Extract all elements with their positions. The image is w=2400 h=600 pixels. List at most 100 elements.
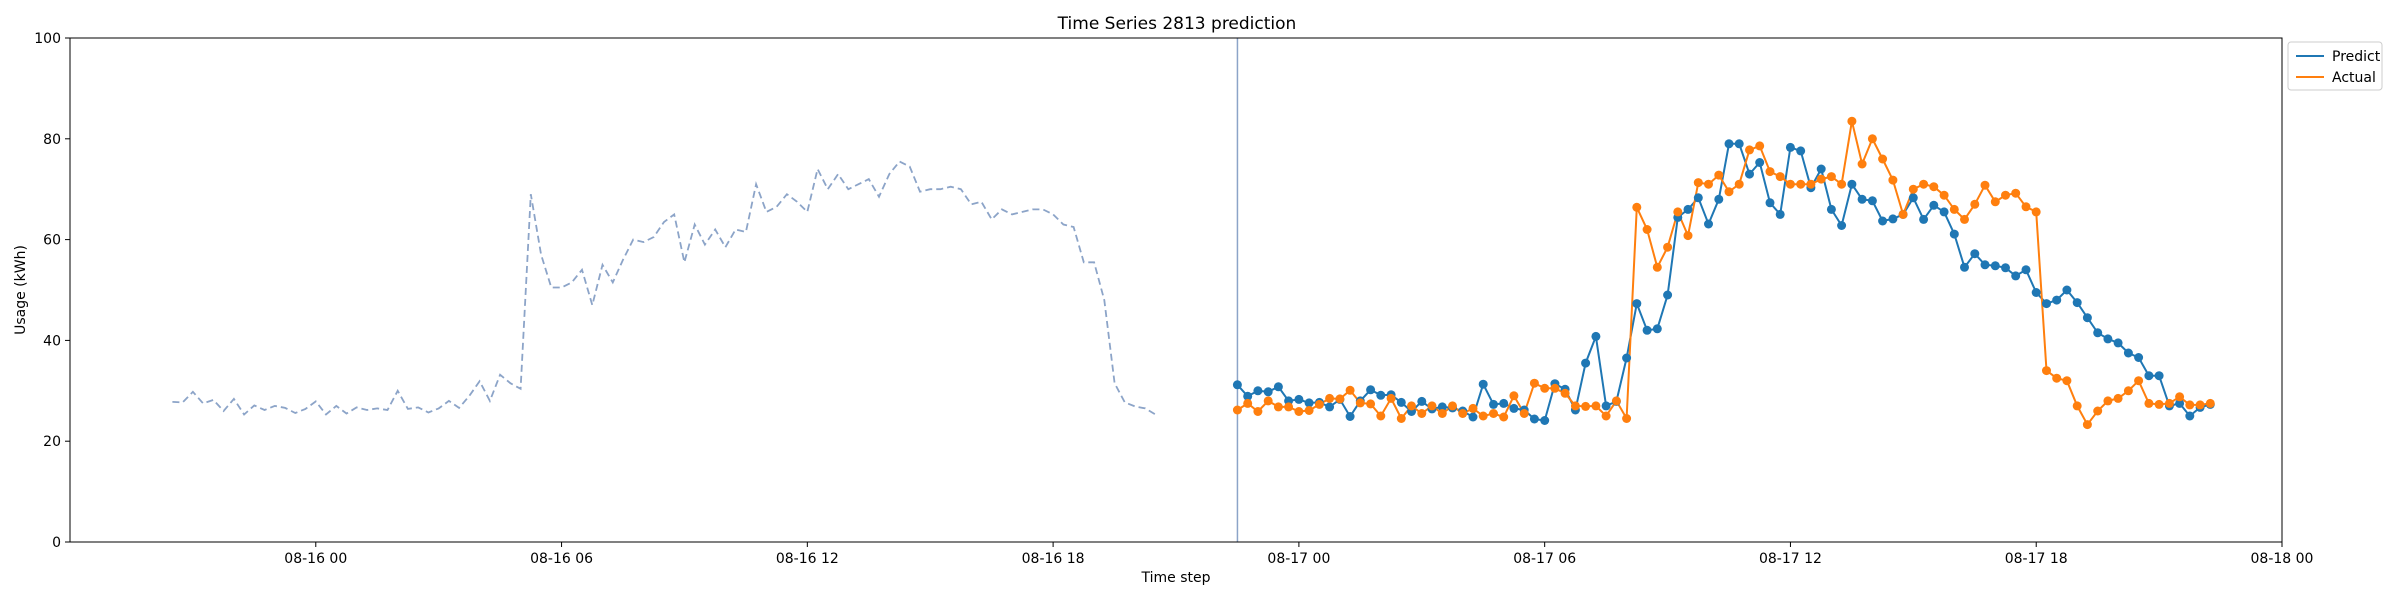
actual-point: [1704, 179, 1713, 189]
predict-point: [1509, 403, 1519, 413]
actual-point: [2021, 202, 2031, 212]
actual-point: [2195, 400, 2205, 410]
predict-point: [1878, 216, 1888, 226]
actual-point: [1581, 401, 1591, 411]
actual-point: [1898, 209, 1908, 219]
actual-point: [1796, 179, 1806, 189]
actual-point: [2072, 401, 2082, 411]
predict-point: [2082, 313, 2092, 323]
actual-point: [1284, 402, 1294, 412]
actual-point: [1489, 409, 1498, 418]
predict-point: [1888, 214, 1898, 224]
actual-point: [1857, 159, 1867, 169]
actual-point: [1826, 172, 1836, 182]
actual-point: [2205, 398, 2215, 408]
actual-point: [1745, 145, 1754, 155]
actual-point: [1632, 202, 1642, 212]
actual-point: [1990, 197, 2000, 207]
actual-point: [2001, 190, 2010, 200]
actual-point: [1693, 178, 1703, 188]
y-axis: 0 20 40 60 80 100: [34, 31, 70, 551]
predict-point: [1755, 158, 1765, 167]
predict-point: [2052, 295, 2062, 305]
legend-label-actual: Actual: [2332, 70, 2376, 86]
predict-point: [1499, 398, 1509, 408]
actual-point: [1335, 394, 1345, 404]
actual-point: [1714, 170, 1724, 180]
predict-point: [2123, 348, 2133, 358]
actual-point: [1642, 225, 1652, 234]
predict-point: [1734, 139, 1744, 149]
predict-point: [2093, 328, 2103, 338]
actual-point: [1622, 414, 1632, 423]
actual-point: [1724, 187, 1734, 197]
predict-point: [1704, 219, 1713, 229]
actual-point: [1376, 411, 1386, 421]
predict-point: [1796, 146, 1806, 156]
legend: Predict Actual: [2287, 41, 2383, 91]
predict-point: [1816, 164, 1826, 174]
predict-point: [1304, 398, 1314, 408]
predict-point: [1837, 221, 1847, 230]
y-tick-label: 60: [43, 233, 61, 249]
actual-point: [2031, 207, 2041, 217]
history-line: [172, 160, 1156, 416]
x-tick-label: 08-16 00: [284, 551, 347, 567]
actual-point: [1591, 401, 1601, 411]
actual-point: [1550, 383, 1560, 393]
predict-point: [1652, 324, 1662, 334]
actual-point: [2123, 386, 2133, 396]
predict-point: [1437, 402, 1447, 412]
actual-point: [1314, 399, 1324, 409]
actual-point: [1427, 401, 1437, 411]
predict-point: [2144, 371, 2154, 381]
actual-point: [1806, 179, 1816, 189]
predict-point: [2021, 265, 2031, 275]
predict-point: [2134, 353, 2144, 362]
predict-point: [1663, 290, 1673, 300]
predict-point: [1273, 382, 1283, 392]
x-tick-label: 08-17 12: [1759, 551, 1822, 567]
predict-point: [2185, 411, 2195, 421]
predict-point: [1857, 194, 1867, 204]
x-tick-label: 08-17 06: [1513, 551, 1576, 567]
actual-point: [1970, 199, 1980, 209]
actual-point: [1458, 409, 1468, 418]
x-tick-label: 08-17 18: [2005, 551, 2068, 567]
predict-point: [1939, 207, 1949, 217]
predict-point: [1970, 249, 1980, 259]
predict-point: [1826, 204, 1836, 214]
predict-point: [2154, 371, 2164, 381]
predict-point: [1591, 331, 1601, 341]
predict-point: [2103, 334, 2113, 344]
y-axis-label: Usage (kWh): [13, 245, 29, 335]
actual-point: [1888, 175, 1898, 185]
actual-point: [1509, 391, 1519, 401]
predict-point: [1745, 169, 1754, 179]
actual-point: [1437, 409, 1447, 418]
actual-point: [2062, 376, 2072, 386]
predict-point: [1263, 387, 1273, 397]
actual-point: [1663, 242, 1673, 252]
actual-point: [1325, 393, 1335, 403]
predict-point: [2011, 271, 2021, 281]
actual-point: [1273, 402, 1283, 412]
predict-point: [1366, 385, 1376, 395]
actual-point: [1878, 154, 1888, 164]
predict-point: [1867, 196, 1877, 206]
actual-point: [1755, 141, 1765, 151]
predict-point: [1765, 198, 1775, 208]
y-tick-label: 100: [34, 31, 61, 47]
actual-point: [2185, 400, 2195, 410]
actual-point: [1396, 414, 1406, 423]
predict-point: [1847, 179, 1857, 189]
predict-point: [1724, 139, 1734, 149]
actual-point: [1294, 407, 1304, 416]
predict-point: [1960, 262, 1969, 272]
actual-point: [1734, 179, 1744, 189]
x-tick-label: 08-16 18: [1022, 551, 1085, 567]
actual-point: [1785, 179, 1795, 189]
actual-point: [2113, 393, 2123, 403]
actual-point: [2042, 366, 2051, 376]
predict-point: [1478, 379, 1488, 389]
